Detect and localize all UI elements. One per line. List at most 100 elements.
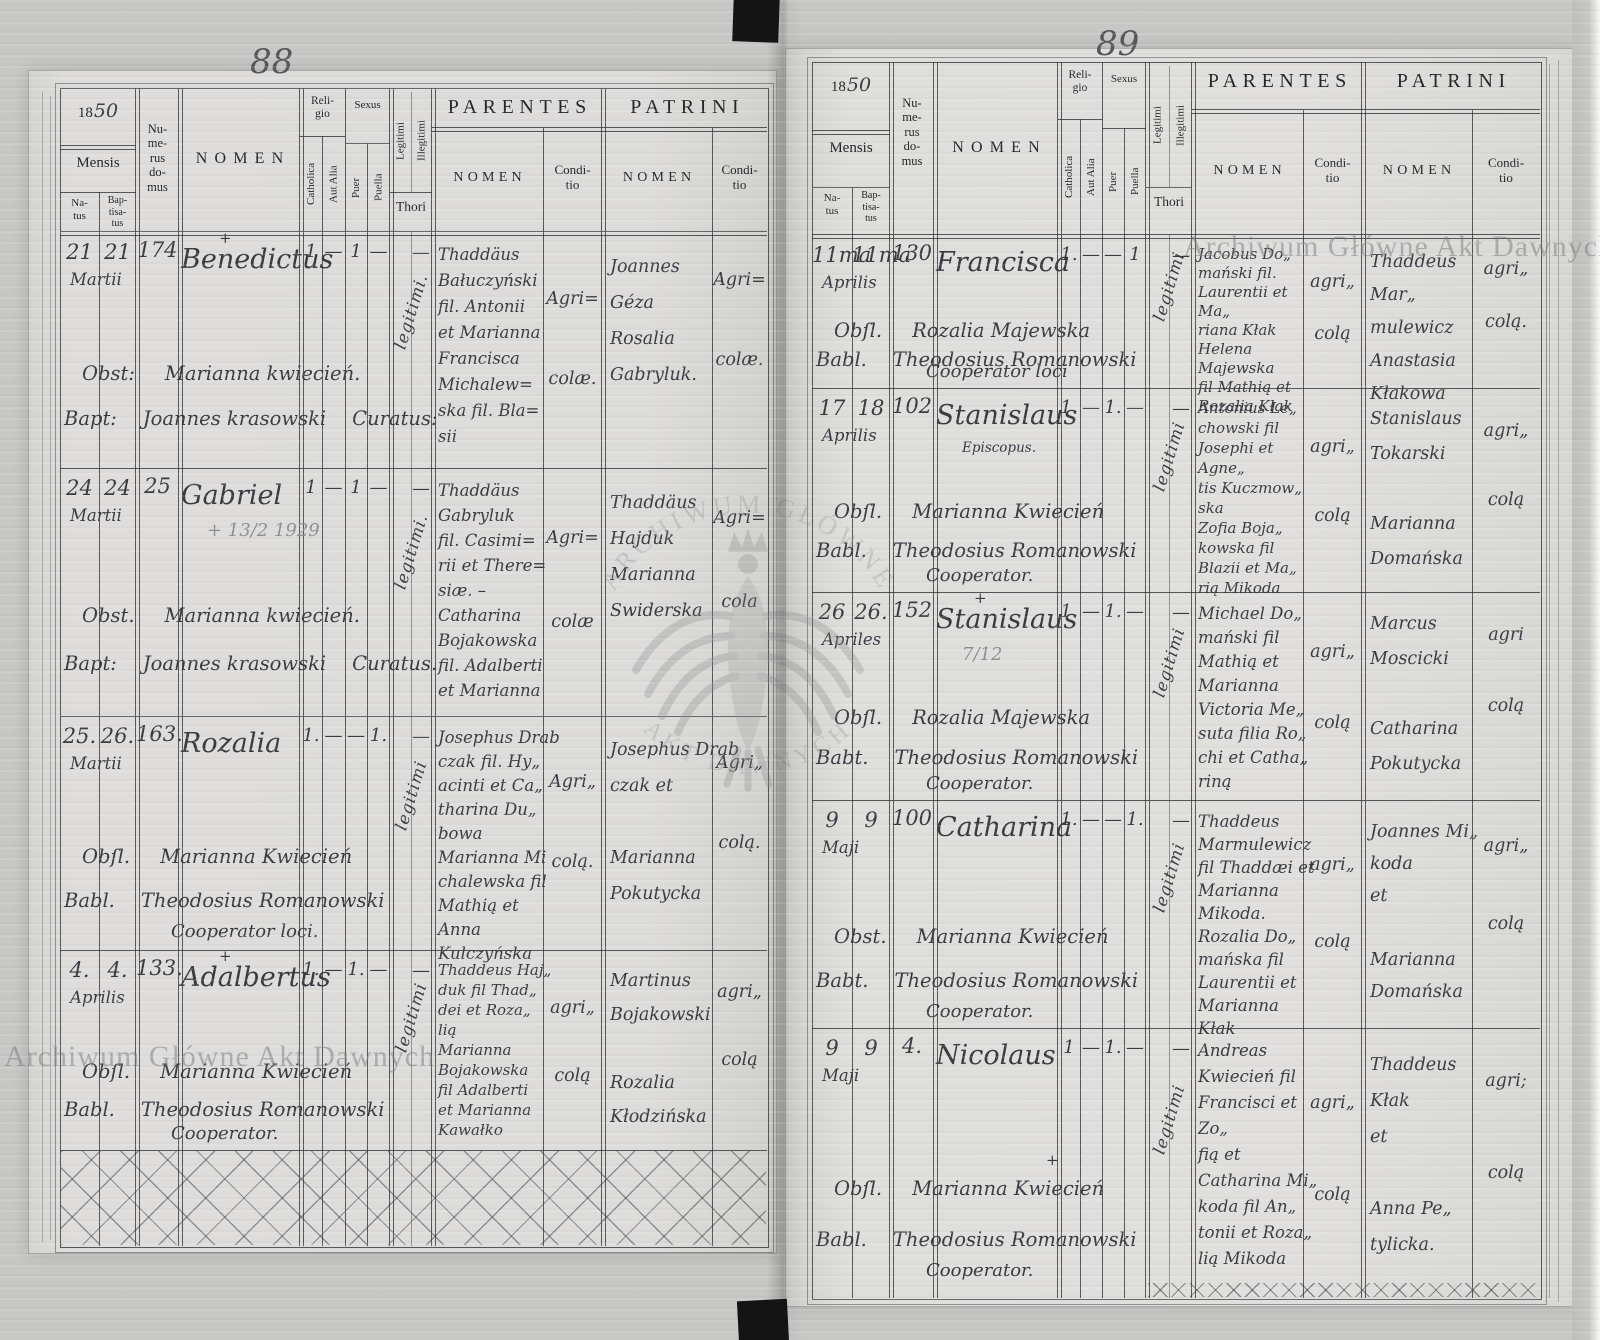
entry-obstetrix-line: Obst: Marianna kwiecień. xyxy=(82,362,360,385)
entry-child-name: Rozalia xyxy=(181,728,282,759)
entry-obstetrix-line: Obst. Marianna Kwiecień xyxy=(834,925,1109,948)
header-thori: Thori xyxy=(396,199,426,214)
column-line xyxy=(99,192,100,232)
entry-parentes-conditio: colą xyxy=(1314,324,1351,344)
row-line xyxy=(60,1150,767,1151)
header-parentes: PARENTES xyxy=(1207,70,1352,92)
page-number: 89 xyxy=(1096,24,1140,64)
entry-baptizans-label: Babt. xyxy=(816,969,869,992)
entry-child-name: Adalbertus xyxy=(181,962,331,993)
header-numerus-domus: Nu- me- rus do- mus xyxy=(901,96,923,168)
row-line xyxy=(812,800,1540,801)
entry-mark-aut_alia: — xyxy=(324,725,343,746)
entry-baptizans-name: Joannes krasowski xyxy=(142,407,327,430)
entry-baptizans-label: Babl. xyxy=(64,889,115,912)
entry-obstetrix-line: Obſl. Rozalia Majewska xyxy=(834,319,1090,342)
entry-house-number: 174 xyxy=(137,238,178,262)
header-sexus: Sexus xyxy=(1110,73,1138,85)
entry-mark-catholica: 1 xyxy=(305,477,317,498)
header-year-print: 18 xyxy=(830,79,846,95)
header-puella: Puella xyxy=(1129,167,1141,196)
entry-house-number: 152 xyxy=(891,598,933,622)
entry-natus-day: 9 xyxy=(825,1036,839,1060)
column-line xyxy=(1190,62,1196,235)
entry-baptisatus-day: 24 xyxy=(104,476,131,500)
entry-month: Maji xyxy=(822,1066,860,1085)
column-line xyxy=(1472,110,1473,235)
entry-patrini-names: Marcus Moscicki Catharina Pokutycka xyxy=(1370,614,1462,774)
entry-mark-aut_alia: — xyxy=(324,241,343,262)
entry-baptizans-title: Cooperator. xyxy=(926,565,1034,586)
entry-patrini-names: Thaddäus Hajduk Marianna Swiderska xyxy=(610,493,703,621)
column-line xyxy=(322,136,323,232)
entry-parentes-conditio: agri„ xyxy=(1310,272,1355,292)
archive-watermark-text-left: Archiwum Główne Akt Dawnych xyxy=(4,1040,436,1073)
entry-obstetrix-name: Marianna kwiecień. xyxy=(164,362,361,385)
entry-mark-puella: 1. xyxy=(1126,809,1144,830)
header-patrini-nomen: NOMEN xyxy=(1382,163,1456,178)
entry-obstetrix-label: Obſl. xyxy=(834,319,883,342)
column-line xyxy=(345,232,346,1246)
entry-patrini-conditio: agri; xyxy=(1485,1071,1527,1091)
column-line xyxy=(1190,235,1196,1298)
header-sexus: Sexus xyxy=(354,99,381,111)
entry-parentes-names: Josephus Drab czak fil. Hy„ acinti et Ca… xyxy=(438,728,560,963)
row-line xyxy=(812,129,890,135)
entry-baptizans-name: Theodosius Romanowski xyxy=(892,539,1137,562)
entry-obstetrix-line: Obſl. Marianna Kwiecień xyxy=(834,1177,1104,1200)
entry-mark-puer: 1. xyxy=(1104,397,1122,418)
header-mensis: Mensis xyxy=(76,155,120,171)
header-religio: Reli- gio xyxy=(311,95,334,121)
entry-baptizans-title: Curatus: xyxy=(352,407,438,430)
entry-child-name: Stanislaus xyxy=(936,604,1078,635)
column-line xyxy=(1303,235,1304,1298)
entry-patrini-conditio: Agri= xyxy=(713,270,766,290)
row-line xyxy=(390,192,432,193)
entry-child-name: Nicolaus xyxy=(936,1040,1056,1071)
header-patrini-conditio: Condi- tio xyxy=(1487,155,1525,185)
entry-obstetrix-name: Marianna Kwiecień xyxy=(916,925,1109,948)
entry-obstetrix-name: Marianna kwiecień. xyxy=(164,604,360,627)
entry-natus-day: 11ma xyxy=(812,243,872,267)
column-line xyxy=(1124,128,1125,235)
header-natus: Na- tus xyxy=(71,197,88,222)
column-line xyxy=(1360,235,1366,1298)
entry-baptizans-label: Babl. xyxy=(64,1098,115,1121)
entry-mark-thori: — xyxy=(1172,602,1190,623)
entry-baptizans-title: Cooperator loci. xyxy=(171,921,319,942)
entry-mark-puer: — xyxy=(1104,809,1122,830)
column-line xyxy=(430,88,436,232)
column-line xyxy=(1124,235,1125,1298)
table-border xyxy=(55,83,774,1253)
entry-baptizans-label: Bapt: xyxy=(64,407,117,430)
column-line xyxy=(1360,62,1366,235)
row-line xyxy=(60,230,767,236)
entry-patrini-conditio: colą xyxy=(1487,490,1525,510)
entry-parentes-names: Thaddeus Haj„ duk fil Thad„ dei et Roza„… xyxy=(438,961,552,1139)
entry-natus-day: 24 xyxy=(66,476,93,500)
column-line xyxy=(1144,62,1150,235)
row-line xyxy=(812,388,1540,389)
entry-parentes-conditio: colą xyxy=(1314,932,1351,952)
row-line xyxy=(1146,187,1192,188)
header-baptisatus: Bap- tisa- tus xyxy=(861,190,881,224)
entry-baptizans-label: Babl. xyxy=(816,1228,867,1251)
entry-natus-day: 4. xyxy=(69,958,90,982)
entry-patrini-conditio: colą xyxy=(721,1050,758,1070)
entry-baptizans-line: Bapt: Joannes krasowski Curatus. xyxy=(64,652,437,675)
header-patrini-conditio: Condi- tio xyxy=(721,162,758,192)
header-parentes-nomen: NOMEN xyxy=(1213,163,1286,178)
header-parentes-conditio: Condi- tio xyxy=(1314,155,1351,185)
column-line xyxy=(932,235,938,1298)
column-line xyxy=(345,88,346,232)
column-line xyxy=(322,232,323,1246)
entry-obstetrix-label: Obſl. xyxy=(82,1060,131,1083)
entry-baptisatus-day: 9 xyxy=(864,1036,878,1060)
entry-child-name: Benedictus xyxy=(181,244,334,275)
header-patrini: PATRINI xyxy=(1396,70,1511,92)
entry-parentes-names: Jacobus Do„ mański fil. Laurentii et Ma„… xyxy=(1198,245,1293,415)
entry-child-name: Stanislaus xyxy=(936,400,1078,431)
entry-baptizans-name: Theodosius Romanowski xyxy=(894,969,1139,992)
entry-natus-day: 25. xyxy=(62,724,97,748)
column-line xyxy=(712,232,713,1246)
